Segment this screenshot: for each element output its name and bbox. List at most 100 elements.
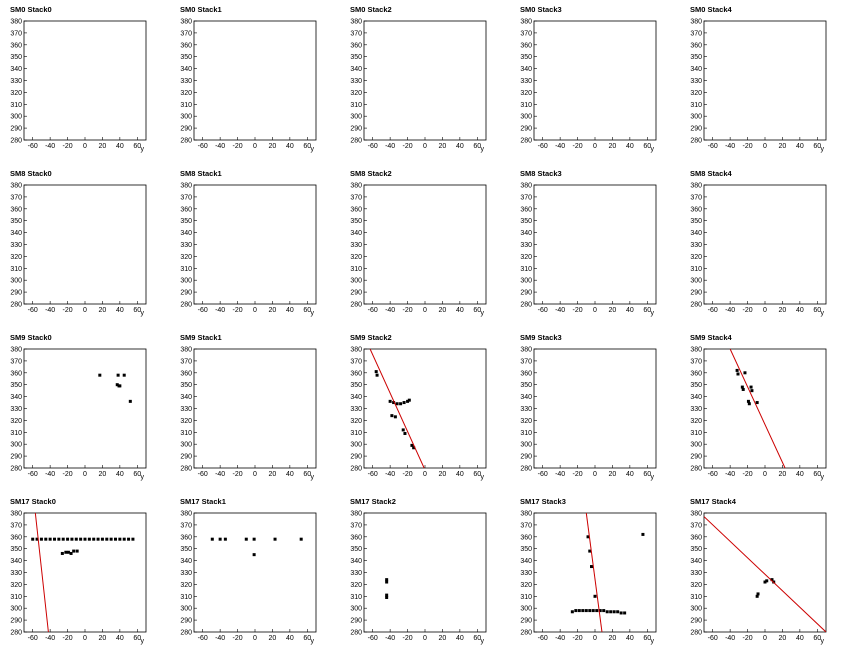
y-tick-label: 330 [10, 406, 22, 413]
x-tick-label: 40 [626, 307, 634, 314]
y-tick-label: 280 [350, 630, 362, 637]
point [746, 399, 750, 403]
y-tick-label: 370 [10, 358, 22, 365]
y-tick-label: 380 [350, 347, 362, 354]
panel-title: SM8 Stack2 [350, 169, 392, 178]
y-tick-label: 330 [350, 570, 362, 577]
point [619, 611, 623, 615]
y-tick-label: 320 [520, 582, 532, 589]
y-tick-label: 360 [350, 42, 362, 49]
y-tick-label: 310 [10, 594, 22, 601]
x-tick-label: 20 [609, 471, 617, 478]
point [72, 549, 76, 553]
y-tick-label: 290 [10, 290, 22, 297]
y-tick-label: 290 [520, 454, 532, 461]
y-tick-label: 280 [180, 302, 192, 309]
y-tick-label: 360 [520, 534, 532, 541]
y-tick-label: 280 [350, 138, 362, 145]
y-tick-label: 360 [520, 370, 532, 377]
point [69, 551, 73, 555]
x-tick-label: 40 [286, 307, 294, 314]
point [602, 609, 606, 613]
x-axis-label: y [311, 474, 315, 481]
x-tick-label: -20 [63, 471, 73, 478]
x-tick-label: 40 [116, 143, 124, 150]
x-tick-label: -20 [573, 471, 583, 478]
point [765, 579, 769, 583]
y-tick-label: 300 [180, 606, 192, 613]
point [252, 553, 256, 557]
x-tick-label: 40 [286, 635, 294, 642]
y-tick-label: 340 [520, 394, 532, 401]
point [770, 578, 774, 582]
point [75, 549, 79, 553]
y-tick-label: 320 [10, 582, 22, 589]
panel-title: SM0 Stack4 [690, 5, 733, 14]
x-tick-label: 60 [643, 635, 651, 642]
x-tick-label: 40 [116, 307, 124, 314]
x-tick-label: 0 [423, 471, 427, 478]
y-tick-label: 280 [10, 138, 22, 145]
point [403, 431, 407, 435]
x-tick-label: 60 [813, 143, 821, 150]
x-tick-label: -20 [233, 471, 243, 478]
y-tick-label: 300 [180, 114, 192, 121]
point [79, 537, 83, 541]
y-tick-label: 300 [10, 278, 22, 285]
y-tick-label: 320 [10, 254, 22, 261]
point [581, 609, 585, 613]
y-tick-label: 280 [520, 466, 532, 473]
plot-frame [533, 184, 657, 305]
y-tick-label: 340 [350, 558, 362, 565]
x-tick-label: 20 [779, 471, 787, 478]
point [35, 537, 39, 541]
y-tick-label: 340 [10, 230, 22, 237]
y-tick-label: 310 [690, 594, 702, 601]
y-tick-label: 350 [10, 546, 22, 553]
x-tick-label: 0 [763, 635, 767, 642]
y-tick-label: 360 [520, 42, 532, 49]
y-tick-label: 330 [520, 242, 532, 249]
point [586, 535, 590, 539]
point [616, 610, 620, 614]
y-tick-label: 340 [690, 558, 702, 565]
point [399, 402, 403, 406]
y-tick-label: 320 [350, 418, 362, 425]
x-tick-label: -20 [403, 471, 413, 478]
panel-title: SM17 Stack0 [10, 497, 56, 506]
point [598, 609, 602, 613]
y-tick-label: 290 [10, 454, 22, 461]
x-tick-label: 20 [779, 143, 787, 150]
y-tick-label: 370 [350, 358, 362, 365]
y-tick-label: 380 [180, 511, 192, 518]
x-tick-label: -20 [403, 143, 413, 150]
x-tick-label: -60 [538, 635, 548, 642]
x-tick-label: -60 [538, 143, 548, 150]
x-tick-label: -20 [233, 635, 243, 642]
x-tick-label: 0 [593, 635, 597, 642]
x-tick-label: 0 [593, 307, 597, 314]
x-tick-label: 60 [473, 471, 481, 478]
y-tick-label: 290 [10, 126, 22, 133]
y-tick-label: 360 [350, 370, 362, 377]
x-tick-label: 60 [813, 471, 821, 478]
y-tick-label: 320 [180, 582, 192, 589]
point [740, 385, 744, 389]
y-tick-label: 370 [520, 522, 532, 529]
y-tick-label: 320 [180, 254, 192, 261]
y-tick-label: 330 [350, 78, 362, 85]
y-tick-label: 380 [690, 183, 702, 190]
point [39, 537, 43, 541]
x-tick-label: 60 [133, 143, 141, 150]
x-tick-label: -40 [725, 471, 735, 478]
panel-title: SM0 Stack3 [520, 5, 562, 14]
x-tick-label: -40 [215, 307, 225, 314]
y-tick-label: 310 [690, 102, 702, 109]
point [750, 389, 754, 393]
point [735, 368, 739, 372]
panel-title: SM0 Stack2 [350, 5, 392, 14]
panel-title: SM17 Stack4 [690, 497, 737, 506]
y-tick-label: 300 [520, 114, 532, 121]
plot-frame [193, 512, 317, 633]
y-tick-label: 350 [180, 54, 192, 61]
